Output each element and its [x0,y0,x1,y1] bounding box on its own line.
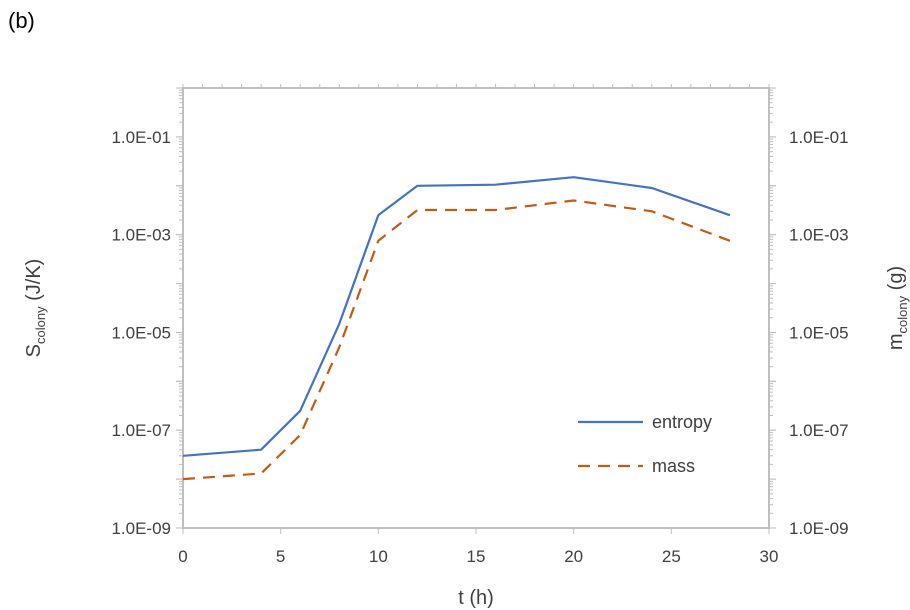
x-tick-label: 5 [276,547,285,566]
x-tick-label: 0 [178,547,187,566]
y-tick-label-left: 1.0E-07 [111,421,171,440]
y-tick-label-left: 1.0E-09 [111,519,171,538]
y-tick-label-right: 1.0E-05 [789,323,849,342]
y-axis-title-left: Scolony (J/K) [23,259,48,358]
series-line-mass [182,199,731,481]
x-axis-title: t (h) [458,587,494,609]
x-tick-label: 10 [369,547,388,566]
legend-label-entropy: entropy [652,412,712,432]
panel-label: (b) [8,8,35,33]
x-tick-label: 15 [467,547,486,566]
legend: entropy mass [578,412,712,476]
legend-label-mass: mass [652,456,695,476]
series-line-entropy [182,176,731,457]
y-tick-label-left: 1.0E-05 [111,323,171,342]
y-tick-label-right: 1.0E-01 [789,128,849,147]
x-tick-label: 30 [760,547,779,566]
y-tick-label-right: 1.0E-09 [789,519,849,538]
x-tick-label: 20 [564,547,583,566]
axis-labels: 0 5 10 15 20 25 30 1.0E-09 1.0E-09 1.0E-07 1.0E-07… [23,128,910,609]
y-tick-label-left: 1.0E-01 [111,128,171,147]
y-axis-title-right: mcolony (g) [885,266,910,350]
y-tick-label-left: 1.0E-03 [111,226,171,245]
series-layer [182,176,731,481]
tick-marks [176,84,776,534]
y-tick-label-right: 1.0E-03 [789,226,849,245]
y-tick-label-right: 1.0E-07 [789,421,849,440]
x-tick-label: 25 [662,547,681,566]
